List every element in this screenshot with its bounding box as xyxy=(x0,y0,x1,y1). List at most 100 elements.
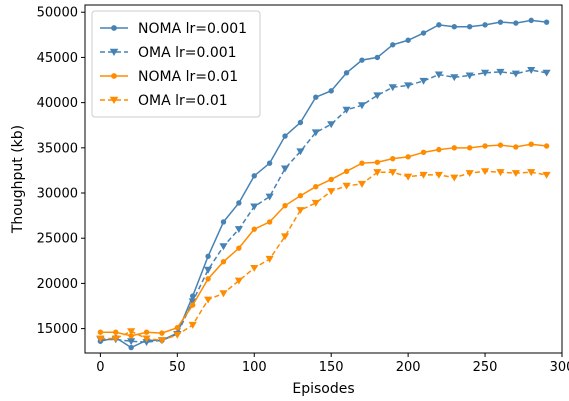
data-point xyxy=(419,77,428,85)
data-point xyxy=(542,171,551,179)
data-point xyxy=(496,68,505,76)
x-tick-label: 50 xyxy=(169,360,186,375)
data-point xyxy=(219,243,228,251)
data-point xyxy=(450,74,459,82)
data-point xyxy=(328,88,334,94)
x-tick-label: 250 xyxy=(473,360,498,375)
data-point xyxy=(543,19,550,25)
data-point xyxy=(466,23,473,30)
y-tick-label: 40000 xyxy=(37,96,78,111)
legend-item: NOMA lr=0.01 xyxy=(100,69,238,85)
y-axis-label: Thoughput (kb) xyxy=(10,125,26,234)
data-point xyxy=(436,22,442,28)
data-point xyxy=(465,170,474,177)
legend-label: OMA lr=0.01 xyxy=(138,93,228,109)
data-point xyxy=(266,219,273,225)
data-point xyxy=(451,145,457,151)
data-point xyxy=(374,54,381,61)
legend-label: NOMA lr=0.01 xyxy=(138,69,238,85)
axis-ticks: 0 50 100 150 200 250 300 15000 20000 25000 30000 35… xyxy=(37,6,569,375)
data-point xyxy=(511,170,520,177)
series-line xyxy=(100,143,547,337)
data-point xyxy=(159,330,165,336)
data-point xyxy=(482,143,488,149)
series-3 xyxy=(97,141,550,339)
data-point xyxy=(434,171,443,179)
data-point xyxy=(390,42,396,48)
data-point xyxy=(127,328,136,336)
data-point xyxy=(280,233,290,241)
data-point xyxy=(311,129,320,137)
data-point xyxy=(513,20,519,26)
legend-item: NOMA lr=0.001 xyxy=(100,21,247,37)
data-point xyxy=(280,165,290,173)
x-tick-label: 0 xyxy=(96,360,104,375)
data-point xyxy=(465,72,474,80)
data-point xyxy=(128,344,134,351)
data-point xyxy=(528,17,534,24)
data-point xyxy=(157,337,167,345)
y-tick-label: 20000 xyxy=(37,277,78,292)
series-4 xyxy=(96,168,551,345)
data-point xyxy=(219,290,228,298)
data-point xyxy=(220,219,227,225)
data-point xyxy=(434,71,443,79)
data-point xyxy=(174,324,181,331)
data-point xyxy=(528,141,534,147)
legend-item: OMA lr=0.001 xyxy=(100,45,237,61)
data-point xyxy=(188,321,197,329)
data-point xyxy=(450,174,459,182)
data-point xyxy=(143,329,150,335)
data-point xyxy=(296,148,305,156)
data-point xyxy=(404,82,413,90)
data-point xyxy=(313,94,319,100)
data-point xyxy=(405,154,411,160)
data-point xyxy=(205,253,211,259)
x-tick-label: 100 xyxy=(242,360,267,375)
data-point xyxy=(357,180,367,188)
data-point xyxy=(328,176,334,183)
data-point xyxy=(527,169,536,177)
data-point xyxy=(236,245,242,251)
data-point xyxy=(234,277,243,285)
legend-label: OMA lr=0.001 xyxy=(138,45,237,61)
data-point xyxy=(266,160,273,166)
y-tick-label: 25000 xyxy=(37,232,78,247)
legend-label: NOMA lr=0.001 xyxy=(138,21,247,37)
data-point xyxy=(405,37,411,43)
data-point xyxy=(420,149,427,156)
legend-marker xyxy=(109,48,119,57)
data-point xyxy=(297,119,304,126)
y-tick-label: 30000 xyxy=(37,187,78,202)
data-point xyxy=(265,193,274,201)
data-point xyxy=(404,173,413,181)
data-point xyxy=(466,145,473,151)
y-tick-label: 15000 xyxy=(37,322,78,337)
data-point xyxy=(511,70,520,78)
data-point xyxy=(359,57,365,63)
data-point xyxy=(496,169,505,177)
legend-box xyxy=(91,10,261,118)
data-point xyxy=(190,302,196,308)
legend: NOMA lr=0.001 OMA lr=0.001 NOMA lr=0.01 OMA… xyxy=(91,10,261,118)
data-point xyxy=(205,276,211,282)
data-point xyxy=(357,102,367,110)
data-point xyxy=(513,144,519,150)
data-point xyxy=(436,146,442,153)
data-point xyxy=(543,143,550,149)
data-point xyxy=(343,70,350,76)
data-point xyxy=(497,142,504,148)
data-point xyxy=(388,84,397,92)
data-point xyxy=(173,331,182,339)
data-point xyxy=(251,226,257,232)
y-tick-label: 50000 xyxy=(37,6,78,21)
data-point xyxy=(127,338,136,346)
data-point xyxy=(297,193,304,199)
x-tick-label: 300 xyxy=(550,360,569,375)
data-point xyxy=(236,200,242,206)
x-tick-label: 150 xyxy=(319,360,344,375)
data-point xyxy=(480,69,490,77)
data-point xyxy=(250,264,259,272)
data-point xyxy=(96,335,105,343)
